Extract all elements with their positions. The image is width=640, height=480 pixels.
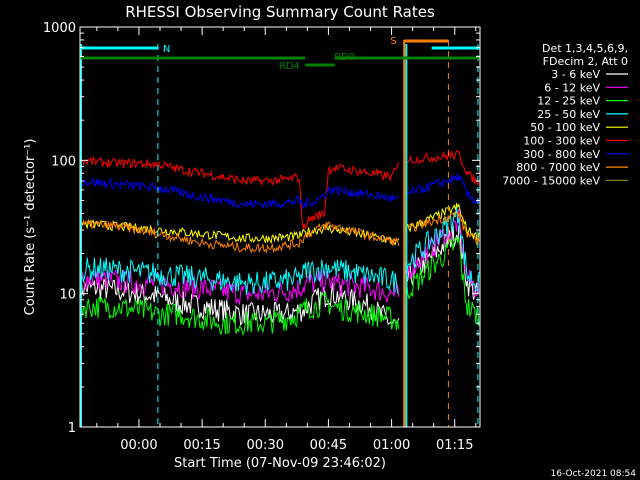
legend-entry-label: 100 - 300 keV bbox=[523, 135, 600, 148]
series-line-4 bbox=[79, 202, 480, 246]
series-line-3 bbox=[79, 205, 480, 296]
saa-label: S bbox=[390, 36, 396, 47]
night-label: N bbox=[163, 44, 170, 55]
chart-title: RHESSI Observing Summary Count Rates bbox=[125, 3, 435, 21]
legend-entry-label: 300 - 800 keV bbox=[523, 148, 600, 161]
x-tick-label: 00:15 bbox=[183, 438, 220, 453]
y-tick-label: 100 bbox=[51, 154, 76, 169]
timestamp: 16-Oct-2021 08:54 bbox=[551, 469, 637, 479]
x-tick-label: 00:45 bbox=[310, 438, 347, 453]
legend-header-line: FDecim 2, Att 0 bbox=[543, 55, 628, 68]
x-tick-label: 00:00 bbox=[120, 438, 157, 453]
legend: Det 1,3,4,5,6,9,FDecim 2, Att 03 - 6 keV… bbox=[502, 42, 628, 187]
plot-layer bbox=[79, 149, 480, 337]
rd4-label: RD4 bbox=[279, 61, 300, 72]
legend-entry-label: 6 - 12 keV bbox=[544, 81, 600, 94]
rd0-label: RD0 bbox=[334, 52, 355, 63]
series-line-7 bbox=[79, 210, 480, 254]
y-axis-label: Count Rate (s⁻¹ detector⁻¹) bbox=[23, 139, 38, 316]
x-tick-label: 01:15 bbox=[436, 438, 473, 453]
y-tick-label: 10 bbox=[59, 288, 76, 303]
legend-entry-label: 800 - 7000 keV bbox=[516, 161, 600, 174]
legend-entry-label: 50 - 100 keV bbox=[530, 121, 600, 134]
series-line-6 bbox=[79, 173, 480, 211]
legend-entry-label: 12 - 25 keV bbox=[537, 95, 600, 108]
legend-entry-label: 7000 - 15000 keV bbox=[502, 174, 600, 187]
series-line-2 bbox=[79, 236, 480, 337]
x-tick-label: 00:30 bbox=[247, 438, 284, 453]
axes-layer: 1 10 100 1000 00:00 00:15 00:30 00:45 01:00 01:15 bbox=[43, 21, 481, 453]
x-tick-label: 01:00 bbox=[373, 438, 410, 453]
x-axis-label: Start Time (07-Nov-09 23:46:02) bbox=[174, 456, 386, 471]
y-tick-label: 1000 bbox=[43, 21, 76, 36]
legend-entry-label: 3 - 6 keV bbox=[551, 68, 600, 81]
legend-header-line: Det 1,3,4,5,6,9, bbox=[542, 42, 628, 55]
series-line-5 bbox=[79, 149, 480, 230]
legend-entry-label: 25 - 50 keV bbox=[537, 108, 600, 121]
plot-frame bbox=[79, 26, 481, 428]
y-tick-label: 1 bbox=[68, 421, 76, 436]
